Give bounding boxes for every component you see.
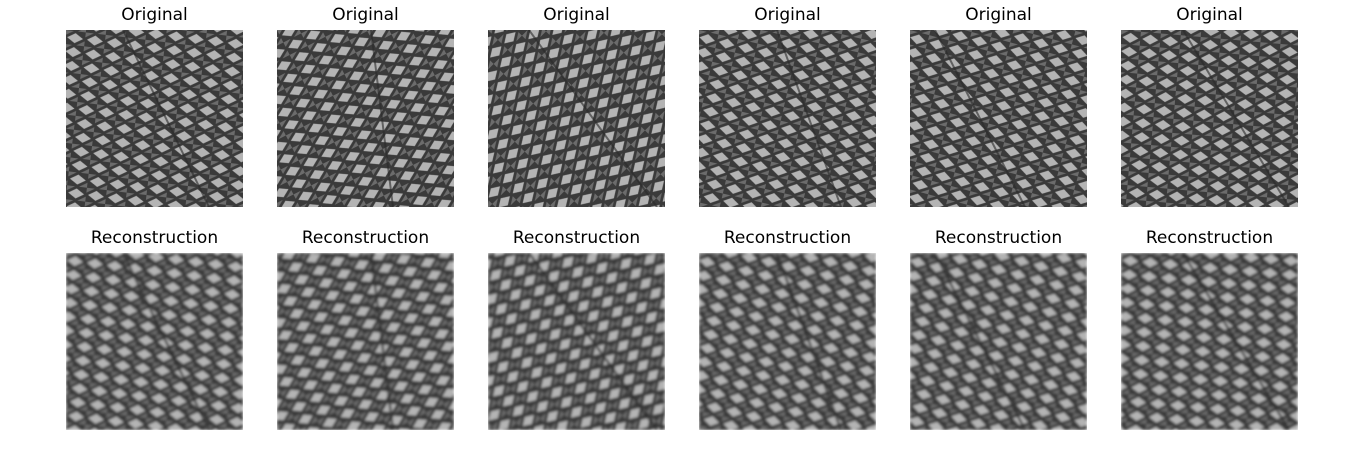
panel-title: Reconstruction (1145, 228, 1274, 248)
panel-title: Reconstruction (512, 228, 641, 248)
reconstruction-image-2 (277, 253, 454, 430)
reconstruction-image-4 (699, 253, 876, 430)
reconstruction-image-1 (66, 253, 243, 430)
panel-title: Original (965, 5, 1032, 25)
panel-title: Original (543, 5, 610, 25)
panel-title: Reconstruction (301, 228, 430, 248)
panel-title: Reconstruction (723, 228, 852, 248)
original-image-6 (1121, 30, 1298, 207)
reconstruction-image-6 (1121, 253, 1298, 430)
panel-title: Reconstruction (90, 228, 219, 248)
reconstruction-image-3 (488, 253, 665, 430)
original-image-2 (277, 30, 454, 207)
panel-title: Original (332, 5, 399, 25)
original-image-3 (488, 30, 665, 207)
panel-title: Original (121, 5, 188, 25)
panel-title: Original (754, 5, 821, 25)
original-image-4 (699, 30, 876, 207)
reconstruction-image-5 (910, 253, 1087, 430)
panel-title: Reconstruction (934, 228, 1063, 248)
original-image-5 (910, 30, 1087, 207)
panel-title: Original (1176, 5, 1243, 25)
original-image-1 (66, 30, 243, 207)
